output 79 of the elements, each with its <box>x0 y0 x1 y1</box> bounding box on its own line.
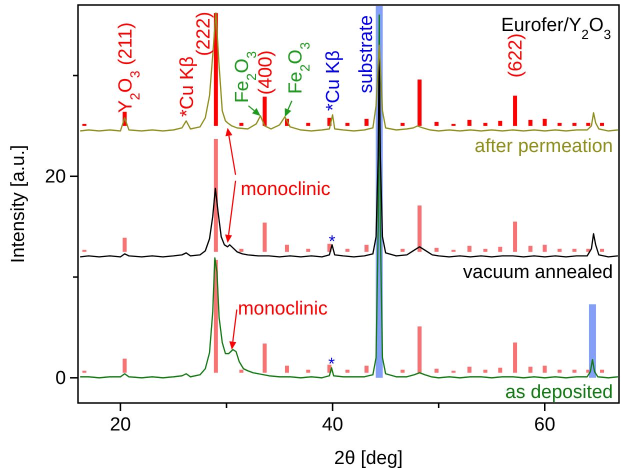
x-axis-title: 2θ [deg] <box>334 448 403 469</box>
annotation: monoclinic <box>240 178 330 200</box>
bar <box>600 248 604 252</box>
x-tick-label: 20 <box>110 414 131 436</box>
bar <box>122 358 127 373</box>
annotation: (622) <box>506 33 527 78</box>
bar <box>345 122 350 126</box>
bar <box>542 244 547 252</box>
bar <box>284 366 289 373</box>
bar <box>239 122 244 126</box>
bar <box>572 248 576 252</box>
bar <box>239 370 244 373</box>
bar <box>418 326 422 373</box>
bar <box>600 122 604 126</box>
bar <box>528 366 532 373</box>
bar <box>588 304 596 378</box>
bar <box>586 248 590 252</box>
bar <box>262 96 267 126</box>
bar <box>434 122 439 126</box>
bar <box>306 370 310 373</box>
bar <box>400 370 405 373</box>
bar <box>306 248 310 252</box>
annotation: *Cu Kβ <box>323 50 344 111</box>
bar <box>513 222 518 252</box>
bar <box>306 122 310 126</box>
bar <box>498 120 502 126</box>
bar <box>400 122 405 126</box>
bar <box>122 238 127 252</box>
bar <box>345 248 350 252</box>
bar <box>467 120 472 126</box>
annotation: * <box>328 354 336 374</box>
bar <box>498 368 502 373</box>
bar <box>483 248 488 252</box>
bar <box>542 366 547 373</box>
bar <box>558 370 562 373</box>
series-label: as deposited <box>505 382 613 403</box>
bar <box>434 368 439 373</box>
bar <box>498 246 502 252</box>
bar <box>239 248 244 252</box>
bar <box>284 244 289 252</box>
bar <box>513 96 518 126</box>
bar <box>418 206 422 252</box>
bar <box>528 120 532 126</box>
bar <box>572 122 576 126</box>
annotation: (400) <box>255 50 276 95</box>
bar <box>364 366 369 373</box>
bar <box>345 370 350 373</box>
bar <box>483 370 488 373</box>
bar <box>418 80 422 126</box>
bar <box>558 248 562 252</box>
annotation: *Cu Kβ <box>176 56 198 117</box>
y-tick-label: 0 <box>55 368 66 389</box>
series-label: after permeation <box>474 136 613 157</box>
bar <box>434 248 439 252</box>
bar <box>513 342 518 373</box>
line-series <box>79 12 619 132</box>
annotation: * <box>328 232 336 251</box>
series-label: vacuum annealed <box>463 262 613 283</box>
bar <box>558 122 562 126</box>
bar <box>528 246 532 252</box>
bar <box>586 122 590 126</box>
bar <box>467 246 472 252</box>
bar <box>467 366 472 373</box>
annotation: substrate <box>356 15 377 94</box>
bar <box>364 118 369 126</box>
x-tick-label: 40 <box>322 414 344 436</box>
bar <box>364 244 369 252</box>
annotation: (222) <box>194 12 215 56</box>
bar <box>483 122 488 126</box>
y-axis-title: Intensity [a.u.] <box>8 144 29 264</box>
bar <box>262 222 267 252</box>
annotation: monoclinic <box>238 298 328 320</box>
x-tick-label: 60 <box>534 414 556 436</box>
bar <box>262 344 267 373</box>
line-series <box>79 14 619 378</box>
bar <box>400 248 405 252</box>
bar <box>572 370 576 373</box>
bar <box>600 370 604 373</box>
bar <box>542 118 547 126</box>
